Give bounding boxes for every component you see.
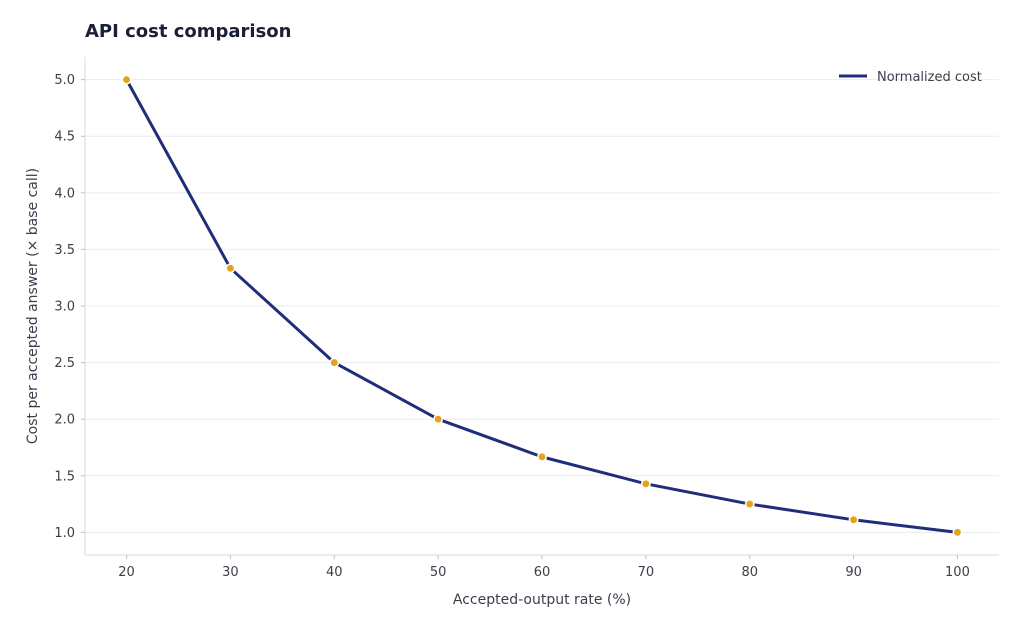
x-tick-label: 30: [222, 565, 239, 580]
data-point: [848, 514, 859, 525]
y-tick-label: 4.5: [54, 130, 75, 145]
y-tick-label: 3.5: [54, 243, 75, 258]
data-point: [329, 357, 340, 368]
x-tick-label: 20: [118, 565, 135, 580]
legend: Normalized cost: [839, 70, 982, 85]
y-tick-label: 1.5: [54, 469, 75, 484]
chart-title: API cost comparison: [85, 21, 292, 42]
x-tick-label: 70: [638, 565, 655, 580]
y-tick-label: 3.0: [54, 300, 75, 315]
series: [121, 74, 963, 538]
data-point: [121, 74, 132, 85]
legend-label: Normalized cost: [877, 70, 982, 85]
data-point: [744, 499, 755, 510]
data-point: [225, 263, 236, 274]
data-point: [537, 451, 547, 462]
grid-lines: [85, 79, 999, 533]
y-tick-label: 4.0: [54, 186, 75, 201]
y-tick-label: 2.5: [54, 356, 75, 371]
x-tick-label: 50: [430, 565, 447, 580]
x-tick-label: 40: [326, 565, 343, 580]
x-axis-label: Accepted-output rate (%): [453, 592, 631, 608]
axes: 1.0 1.5 2.0 2.5 3.0 3.5 4.0 4.5 5.0 20 30 40 50 60 70 8…: [54, 57, 999, 580]
y-tick-label: 5.0: [54, 73, 75, 88]
y-tick-label: 1.0: [54, 526, 75, 541]
y-tick-label: 2.0: [54, 413, 75, 428]
x-tick-label: 90: [845, 565, 862, 580]
x-tick-label: 80: [741, 565, 758, 580]
x-tick-label: 60: [534, 565, 551, 580]
data-point: [952, 527, 963, 538]
y-axis-label: Cost per accepted answer (× base call): [25, 168, 41, 444]
data-point: [433, 414, 444, 425]
data-point: [640, 478, 651, 489]
x-tick-label: 100: [945, 565, 970, 580]
